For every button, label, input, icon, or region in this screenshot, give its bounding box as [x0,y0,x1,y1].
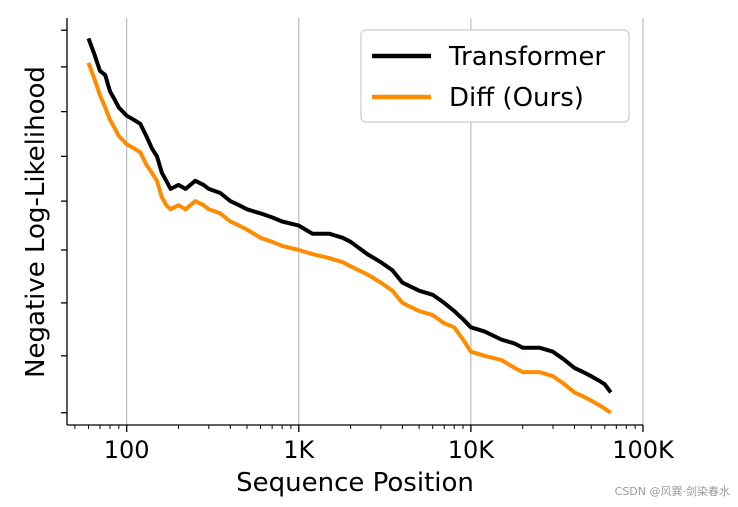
x-tick-label-2: 10K [448,436,496,464]
series-line-0 [86,37,613,394]
x-axis-label: Sequence Position [236,468,474,498]
x-tick-label-3: 100K [612,436,675,464]
y-axis-label: Negative Log-Likelihood [21,66,51,378]
legend-label-transformer: Transformer [448,42,605,72]
series-line-1 [86,62,612,415]
legend-label-diff: Diff (Ours) [449,83,584,113]
x-tick-label-1: 1K [283,436,315,464]
series-lines [86,37,613,415]
y-axis-ticks [61,29,67,414]
legend: Transformer Diff (Ours) [360,29,630,123]
x-axis-ticks: 100 1K 10K 100K [74,425,675,464]
axes [66,18,643,426]
x-tick-label-0: 100 [104,436,150,464]
watermark: CSDN @风巽·剑染春水 [614,485,730,498]
